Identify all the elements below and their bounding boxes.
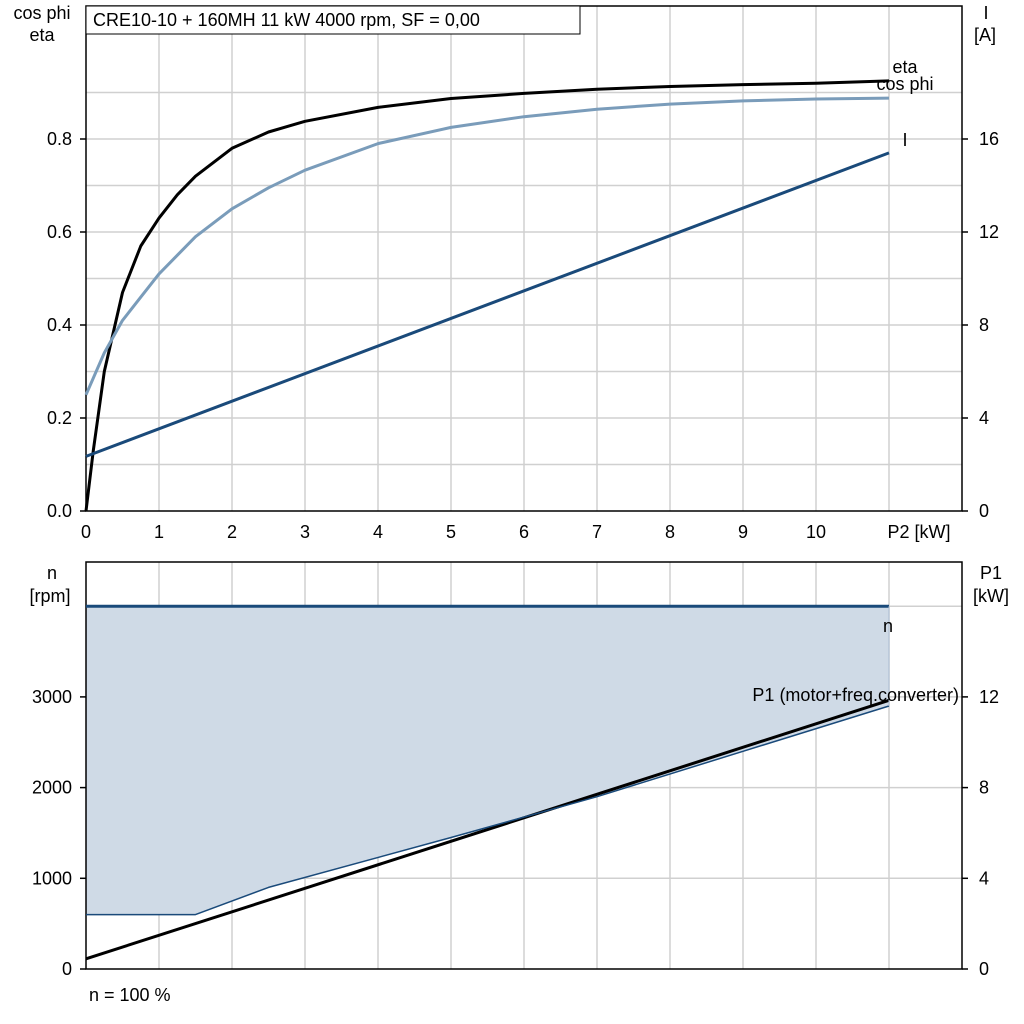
- series-label-P1: P1 (motor+freq.converter): [752, 685, 959, 705]
- lower-chart: 0 1000 2000 3000 0 4 8 12 n [rpm] P1 [kW] n P1 (motor…: [29, 561, 1009, 1005]
- chart-title: CRE10-10 + 160MH 11 kW 4000 rpm, SF = 0,…: [93, 10, 480, 30]
- left-tick-label: 2000: [32, 778, 72, 798]
- left-tick-label: 0.0: [47, 501, 72, 521]
- title-box: [85, 5, 581, 35]
- right-tick-label: 4: [979, 408, 989, 428]
- series-label-cos-phi: cos phi: [876, 74, 933, 94]
- footnote-speed: n = 100 %: [89, 985, 171, 1005]
- series-line-P1: [85, 698, 890, 961]
- bottom-plot-frame: [85, 561, 963, 970]
- series-label-I: I: [902, 130, 907, 150]
- x-tick-label: 0: [81, 522, 91, 542]
- series-label-eta: eta: [892, 57, 918, 77]
- left-axis-label: cos phi: [13, 3, 70, 23]
- series-line-I: [85, 151, 890, 458]
- x-tick-label: 6: [519, 522, 529, 542]
- left-tick-label: 0.2: [47, 408, 72, 428]
- left-axis-label: [rpm]: [29, 586, 70, 606]
- left-tick-label: 0: [62, 959, 72, 979]
- x-tick-label: 7: [592, 522, 602, 542]
- x-tick-label: 9: [738, 522, 748, 542]
- right-tick-label: 16: [979, 129, 999, 149]
- series-line-cos-phi: [84, 96, 890, 396]
- x-tick-label: 2: [227, 522, 237, 542]
- area-lower-boundary-line: [86, 705, 890, 916]
- series-line-eta: [84, 79, 890, 512]
- x-tick-label: 3: [300, 522, 310, 542]
- left-tick-label: 3000: [32, 687, 72, 707]
- x-tick-label: 8: [665, 522, 675, 542]
- operating-area: [86, 606, 889, 915]
- right-tick-label: 0: [979, 501, 989, 521]
- right-tick-label: 8: [979, 778, 989, 798]
- x-tick-label: 5: [446, 522, 456, 542]
- right-tick-label: 12: [979, 687, 999, 707]
- series-label-n: n: [883, 616, 893, 636]
- left-tick-label: 1000: [32, 868, 72, 888]
- right-tick-label: 0: [979, 959, 989, 979]
- x-tick-label: 1: [154, 522, 164, 542]
- left-tick-label: 0.4: [47, 315, 72, 335]
- upper-chart: 0 1 2 3 4 5 6 7 8 9 10 P2 [kW]0.00.20.40.60.8048121…: [13, 3, 999, 542]
- left-axis-label: eta: [29, 25, 55, 45]
- right-axis-label: [kW]: [973, 586, 1009, 606]
- left-axis-label: n: [47, 563, 57, 583]
- x-tick-label: 10: [806, 522, 826, 542]
- right-tick-label: 12: [979, 222, 999, 242]
- right-axis-label: P1: [980, 563, 1002, 583]
- x-tick-label: 4: [373, 522, 383, 542]
- x-axis-label: P2 [kW]: [887, 522, 950, 542]
- right-tick-label: 4: [979, 868, 989, 888]
- left-tick-label: 0.8: [47, 129, 72, 149]
- right-axis-label: [A]: [974, 25, 996, 45]
- left-tick-label: 0.6: [47, 222, 72, 242]
- right-tick-label: 8: [979, 315, 989, 335]
- right-axis-label: I: [983, 3, 988, 23]
